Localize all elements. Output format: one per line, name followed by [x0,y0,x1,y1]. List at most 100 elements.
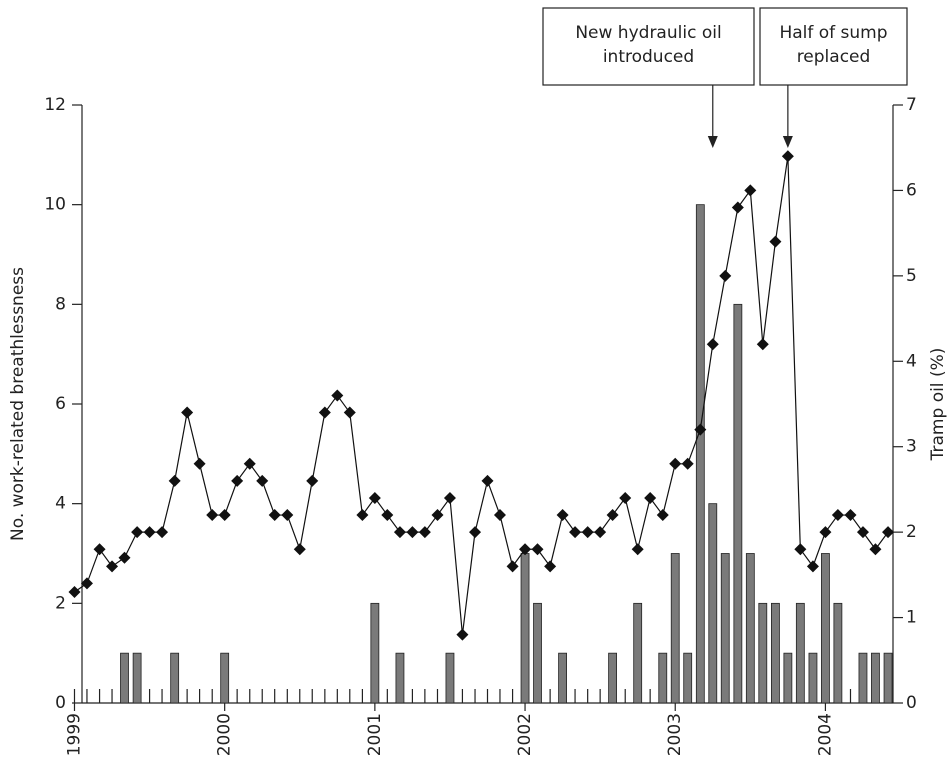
y2-tick-label: 2 [906,522,917,542]
x-tick-label: 2004 [815,713,835,756]
bar [720,553,730,704]
bar [395,652,405,704]
y-tick-label: 12 [44,95,66,115]
x-tick-label: 1999 [64,713,84,756]
bar [120,652,129,704]
y2-tick-label: 0 [906,693,917,713]
marker [306,474,319,487]
annotation-text: Half of sump [779,23,887,43]
marker [393,526,406,539]
marker [594,526,607,539]
bar [533,602,542,704]
marker [268,509,281,522]
marker [381,509,394,522]
marker [318,406,331,419]
marker [556,509,569,522]
bar [833,602,843,704]
marker [331,389,344,402]
bar [633,602,643,704]
x-tick-label: 2002 [515,713,535,756]
bar [683,652,693,704]
marker [256,474,269,487]
marker [744,184,757,197]
y-tick-label: 0 [55,693,66,713]
marker [293,543,306,556]
arrow-head [707,136,718,148]
marker [694,423,707,436]
x-tick-label: 2001 [365,713,385,756]
marker [106,560,119,573]
bar [658,652,668,704]
marker [206,509,219,522]
marker [493,509,506,522]
y-tick-label: 8 [55,294,66,314]
bar [132,652,142,704]
bar [858,652,868,704]
marker [819,526,832,539]
annotation-text: New hydraulic oil [575,23,721,43]
marker [531,543,544,556]
marker [193,457,206,470]
bar [520,553,530,704]
y2-axis-label: Tramp oil (%) [928,348,948,462]
bar [670,553,680,704]
x-tick-label: 2000 [215,713,235,756]
y-tick-label: 10 [44,195,66,215]
marker [831,509,844,522]
bar [771,602,780,704]
bar [733,303,743,704]
marker [882,526,895,539]
y2-tick-label: 6 [906,180,917,200]
y2-tick-label: 3 [906,437,917,457]
marker [218,509,231,522]
marker [856,526,869,539]
marker [469,526,482,539]
marker [131,526,144,539]
marker [669,457,682,470]
marker [456,628,469,641]
y2-tick-label: 1 [906,608,917,628]
bar [871,652,880,704]
y2-tick-label: 7 [906,95,917,115]
marker [481,474,494,487]
marker [869,543,882,556]
arrow-head [782,136,793,148]
marker [80,577,93,590]
marker [731,201,744,214]
y2-tick-label: 5 [906,266,917,286]
marker [769,235,782,248]
bar [821,553,830,704]
marker [619,491,632,504]
marker [281,509,294,522]
bar [808,652,818,704]
bar [783,652,793,704]
marker [656,509,669,522]
marker [569,526,582,539]
bar [745,553,755,704]
marker [781,150,794,163]
annotation: Half of sump replaced [759,7,908,148]
marker [756,338,769,351]
marker [544,560,557,573]
marker [68,585,81,598]
annotation-box [542,7,755,86]
bar [558,652,567,704]
line [74,156,889,635]
marker [181,406,194,419]
annotation: New hydraulic oil introduced [542,7,755,148]
bar [608,652,618,704]
marker [519,543,532,556]
marker [443,491,456,504]
bar [445,652,455,704]
marker [844,509,857,522]
bar [220,652,230,704]
marker [93,543,106,556]
annotation-text: introduced [603,47,694,67]
bar [883,652,893,704]
bar [795,602,805,704]
bar [370,602,380,704]
y-axis-label: No. work-related breathlessness [8,267,28,541]
marker [719,269,732,282]
bar [695,204,705,704]
